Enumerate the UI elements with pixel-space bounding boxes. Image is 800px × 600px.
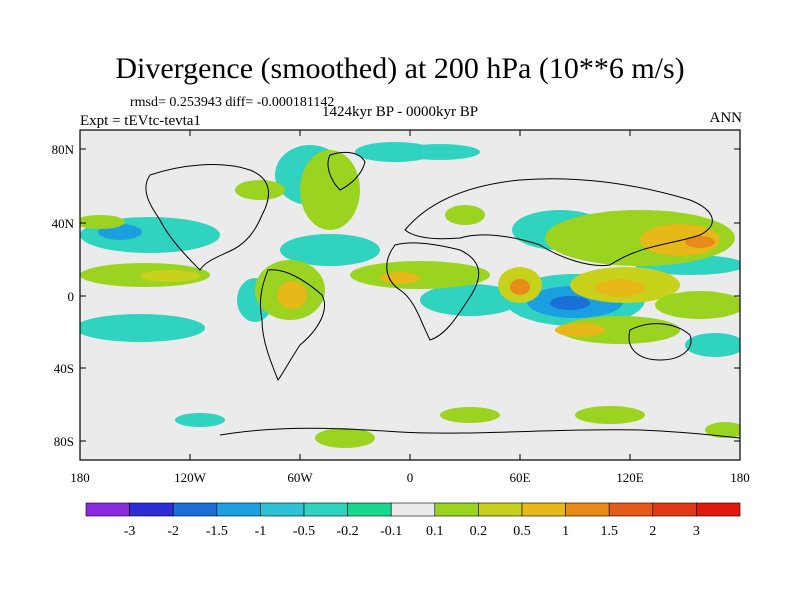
colorbar-swatch <box>434 502 479 517</box>
colorbar-swatch <box>172 502 218 517</box>
lon-tick-label: 180 <box>730 470 750 485</box>
field-region <box>315 428 375 448</box>
colorbar-label: -0.2 <box>337 524 359 539</box>
axis-ticks: 180 120W 60W 0 60E 120E 180 80N 40N 0 40S 80S <box>52 130 750 485</box>
field-region <box>380 272 420 284</box>
colorbar-swatch <box>652 502 697 517</box>
colorbar-label: -1 <box>255 524 267 539</box>
colorbar-label: -3 <box>124 524 136 539</box>
lon-tick-label: 60E <box>510 470 531 485</box>
coastline-antarctica <box>219 427 740 439</box>
field-region <box>560 316 680 344</box>
coastline-eurasia <box>404 178 713 267</box>
colorbar-swatch <box>521 502 566 517</box>
field-region <box>655 291 740 319</box>
coastlines <box>145 151 740 439</box>
coastline-north-america <box>145 164 270 271</box>
lon-tick-label: 60W <box>287 470 313 485</box>
field-region <box>420 284 520 316</box>
lon-tick-label: 180 <box>70 470 90 485</box>
colorbar-label: -2 <box>167 524 179 539</box>
colorbar-label: 0.5 <box>513 524 531 539</box>
coastline-south-america <box>259 269 325 381</box>
field-region <box>280 234 380 266</box>
field-region <box>685 236 715 248</box>
field-region <box>140 270 200 282</box>
colorbar-label: 0.1 <box>426 524 444 539</box>
lon-tick-label: 0 <box>407 470 414 485</box>
lon-tick-label: 120E <box>616 470 644 485</box>
field-region <box>80 314 205 342</box>
colorbar-label: 0.2 <box>470 524 488 539</box>
coastline-africa <box>386 242 480 341</box>
colorbar-swatch <box>478 502 523 517</box>
experiment-label: Expt = tEVtc-tevta1 <box>80 113 201 129</box>
colorbar: -3 -2 -1.5 -1 -0.5 -0.2 -0.1 0.1 0.2 0.5 1 1.5 2 3 <box>85 502 741 539</box>
colorbar-swatch <box>347 502 392 517</box>
lat-tick-label: 40N <box>52 216 75 231</box>
field-region <box>555 323 605 337</box>
colorbar-swatch <box>390 502 436 517</box>
colorbar-swatch <box>260 502 305 517</box>
colorbar-label: -0.5 <box>293 524 315 539</box>
colorbar-swatch <box>303 502 348 517</box>
colorbar-label: 2 <box>649 524 656 539</box>
colorbar-label: 1 <box>562 524 569 539</box>
colorbar-label: -0.1 <box>380 524 402 539</box>
field-region <box>400 144 480 160</box>
map-title: Divergence (smoothed) at 200 hPa (10**6 … <box>115 52 685 85</box>
field-region <box>685 333 740 357</box>
field-region <box>175 413 225 427</box>
colorbar-swatch <box>216 502 261 517</box>
lat-tick-label: 80N <box>52 142 75 157</box>
coastline-greenland <box>327 151 366 191</box>
lat-tick-label: 0 <box>68 289 75 304</box>
colorbar-swatch <box>129 502 174 517</box>
field-region <box>510 279 530 295</box>
field-region <box>445 205 485 225</box>
colorbar-swatch <box>565 502 610 517</box>
colorbar-label: 1.5 <box>600 524 618 539</box>
period-label: 1424kyr BP - 0000kyr BP <box>322 104 479 120</box>
field-region <box>595 279 645 297</box>
field-region <box>550 296 590 310</box>
field-region <box>300 150 360 230</box>
coastline-australia <box>628 323 692 361</box>
lon-tick-label: 120W <box>174 470 207 485</box>
field-region <box>575 406 645 424</box>
field-region <box>440 407 500 423</box>
colorbar-label: -1.5 <box>206 524 228 539</box>
stats-text: rmsd= 0.253943 diff= -0.000181142 <box>130 95 335 110</box>
season-label: ANN <box>709 110 743 126</box>
colorbar-swatch <box>696 502 741 517</box>
contour-field <box>80 130 740 460</box>
field-region <box>350 261 490 289</box>
colorbar-swatch <box>85 502 130 517</box>
field-region <box>235 180 285 200</box>
colorbar-swatch <box>608 502 654 517</box>
lat-tick-label: 80S <box>54 434 74 449</box>
lat-tick-label: 40S <box>54 361 74 376</box>
colorbar-label: 3 <box>693 524 700 539</box>
field-region <box>705 422 740 438</box>
field-region <box>80 215 125 229</box>
field-region <box>277 281 307 309</box>
